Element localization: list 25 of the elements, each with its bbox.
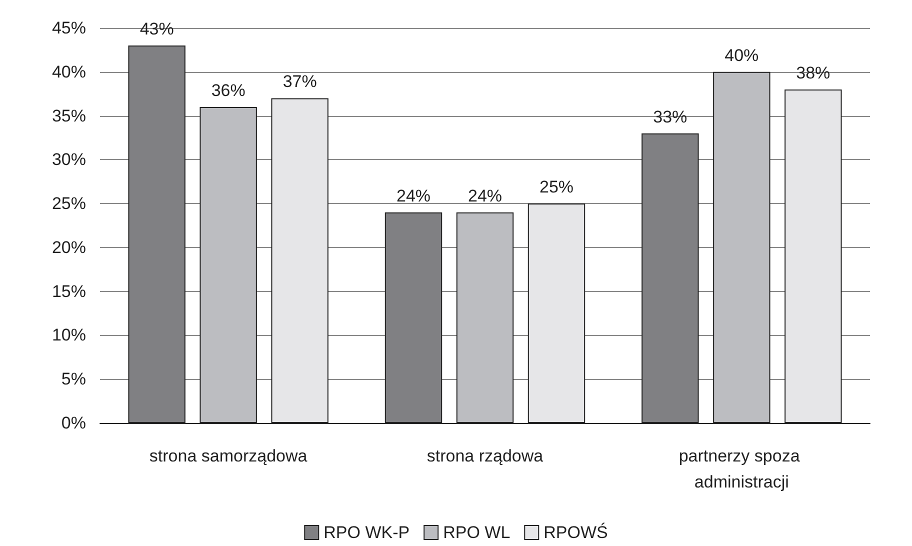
x-tick-label: strona samorządowa [149,446,308,466]
y-tick-label: 10% [52,326,86,345]
y-tick-label: 25% [52,194,86,214]
data-label: 24% [396,186,431,206]
y-tick-label: 5% [61,370,86,389]
data-label: 40% [724,46,759,65]
y-tick-label: 45% [52,18,86,38]
data-label: 37% [282,72,317,92]
data-label: 24% [468,186,502,206]
legend-label: RPO WL [443,523,510,542]
data-label: 38% [796,63,830,82]
x-tick-label: partnerzy spoza administracji [678,446,805,492]
y-tick-label: 40% [52,62,86,82]
data-label: 25% [539,178,574,197]
data-label: 43% [140,20,174,39]
y-tick-label: 35% [52,106,86,126]
legend-label: RPOWŚ [544,522,608,542]
y-tick-label: 0% [61,414,86,432]
y-tick-label: 30% [52,150,86,170]
data-label: 33% [653,107,688,126]
x-tick-label: strona rządowa [426,446,544,466]
y-tick-label: 15% [52,282,86,301]
data-label: 36% [211,81,246,100]
y-tick-label: 20% [52,238,86,257]
legend-label: RPO WK-P [324,523,410,542]
